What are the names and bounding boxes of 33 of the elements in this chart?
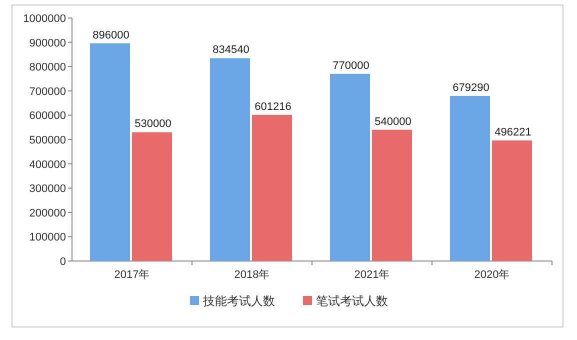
data-label: 540000 — [374, 116, 412, 128]
y-tick-label: 200000 — [29, 207, 66, 220]
data-label: 834540 — [212, 44, 250, 56]
y-tick-label: 600000 — [29, 110, 66, 122]
bar — [210, 58, 250, 261]
bar — [330, 74, 370, 261]
y-tick-label: 100000 — [29, 232, 66, 244]
data-label: 496221 — [494, 126, 532, 138]
data-label: 679290 — [452, 82, 490, 94]
bar — [372, 130, 412, 261]
x-tick-label: 2020年 — [474, 269, 510, 281]
x-tick-label: 2021年 — [354, 269, 390, 281]
data-label: 770000 — [332, 60, 370, 72]
y-tick-label: 900000 — [29, 37, 66, 50]
y-tick-label: 300000 — [29, 183, 66, 196]
legend-label: 笔试考试人数 — [316, 294, 388, 308]
x-tick-label: 2017年 — [114, 269, 150, 281]
y-tick-label: 700000 — [29, 86, 66, 98]
bar — [492, 140, 532, 261]
y-tick-label: 1000000 — [23, 13, 66, 25]
bar — [450, 96, 490, 261]
data-label: 601216 — [254, 100, 292, 113]
data-label: 530000 — [134, 118, 172, 130]
y-tick-label: 0 — [60, 256, 66, 268]
legend-label: 技能考试人数 — [202, 294, 275, 308]
x-tick-label: 2018年 — [234, 269, 270, 281]
bar — [132, 132, 172, 261]
y-tick-label: 800000 — [29, 62, 66, 74]
y-tick-label: 400000 — [29, 158, 66, 171]
y-tick-label: 500000 — [29, 134, 66, 146]
bar — [252, 114, 292, 261]
bar — [90, 43, 130, 261]
data-label: 896000 — [92, 29, 130, 42]
